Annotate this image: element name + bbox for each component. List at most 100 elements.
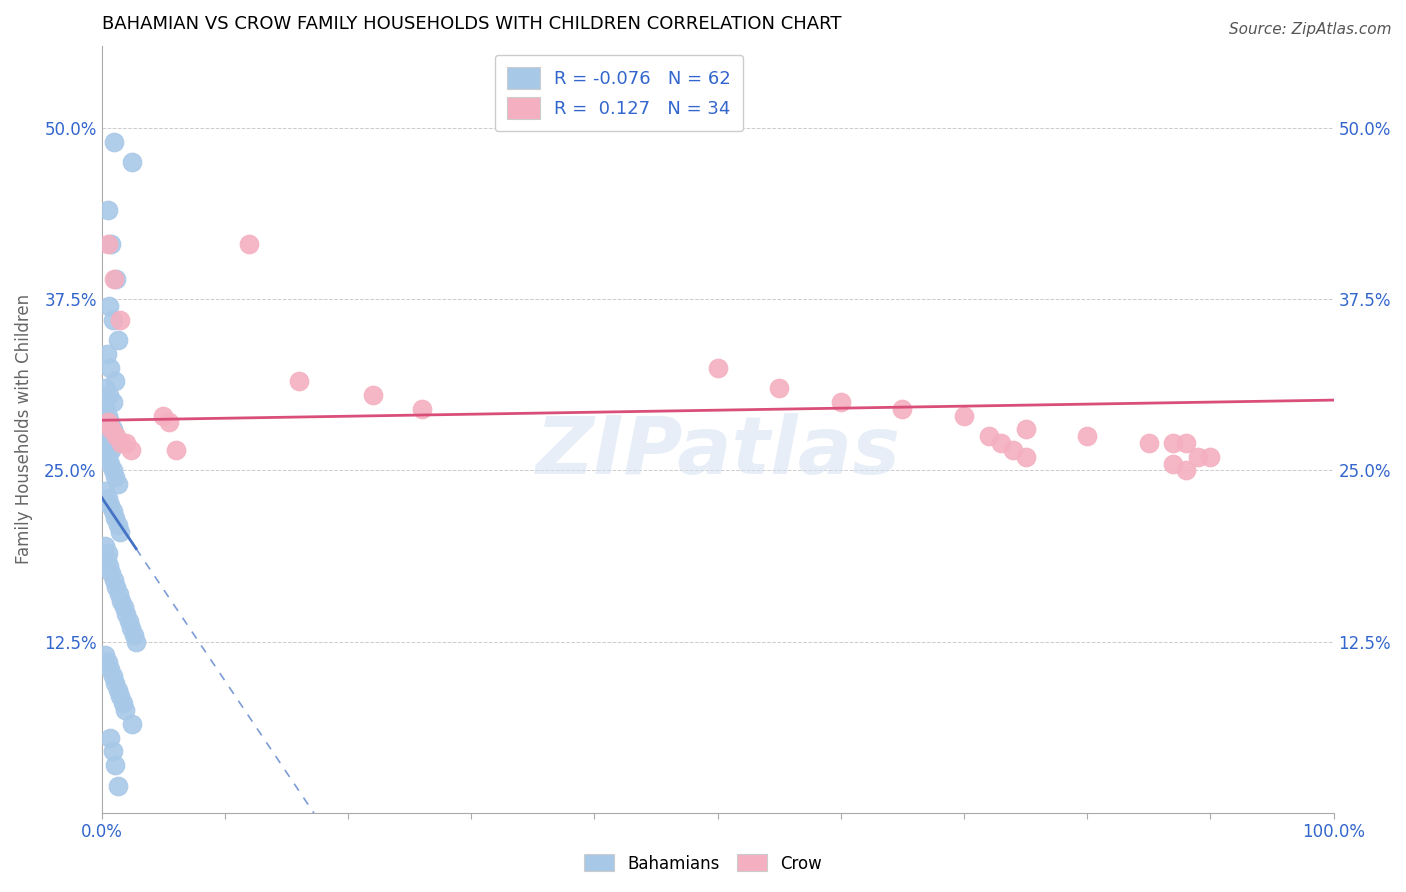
Point <box>101 669 124 683</box>
Point <box>108 312 131 326</box>
Point <box>121 716 143 731</box>
Point <box>97 416 120 430</box>
Point <box>121 155 143 169</box>
Point <box>98 559 121 574</box>
Point <box>125 634 148 648</box>
Point <box>100 237 122 252</box>
Point <box>101 504 124 518</box>
Point <box>1163 436 1185 450</box>
Point <box>108 690 131 704</box>
Point <box>1163 457 1185 471</box>
Point <box>101 312 124 326</box>
Point <box>98 299 121 313</box>
Point <box>94 483 117 498</box>
Point <box>96 347 118 361</box>
Point <box>361 388 384 402</box>
Point <box>110 436 132 450</box>
Point <box>1014 422 1036 436</box>
Point <box>411 401 433 416</box>
Point <box>107 333 129 347</box>
Point <box>120 442 142 457</box>
Point <box>238 237 260 252</box>
Point <box>103 573 125 587</box>
Point <box>1174 463 1197 477</box>
Point <box>98 360 121 375</box>
Point <box>94 648 117 663</box>
Point <box>104 470 127 484</box>
Point <box>830 395 852 409</box>
Point <box>96 429 118 443</box>
Text: ZIPatlas: ZIPatlas <box>536 413 900 491</box>
Point <box>97 237 120 252</box>
Point <box>98 388 121 402</box>
Point <box>94 401 117 416</box>
Point <box>100 422 122 436</box>
Point <box>706 360 728 375</box>
Point <box>953 409 976 423</box>
Point <box>98 416 121 430</box>
Point <box>100 566 122 581</box>
Point <box>1076 429 1098 443</box>
Point <box>104 675 127 690</box>
Point <box>111 696 134 710</box>
Point <box>105 429 128 443</box>
Point <box>1002 442 1025 457</box>
Point <box>103 271 125 285</box>
Point <box>97 545 120 559</box>
Point <box>165 442 187 457</box>
Point <box>1187 450 1209 464</box>
Point <box>1014 450 1036 464</box>
Point <box>94 381 117 395</box>
Point <box>891 401 914 416</box>
Point <box>98 662 121 676</box>
Point <box>122 628 145 642</box>
Point <box>97 450 120 464</box>
Point <box>101 395 124 409</box>
Point <box>107 779 129 793</box>
Point <box>97 203 120 218</box>
Point <box>110 593 132 607</box>
Point <box>157 416 180 430</box>
Point <box>287 375 309 389</box>
Point <box>98 457 121 471</box>
Text: BAHAMIAN VS CROW FAMILY HOUSEHOLDS WITH CHILDREN CORRELATION CHART: BAHAMIAN VS CROW FAMILY HOUSEHOLDS WITH … <box>101 15 841 33</box>
Text: Source: ZipAtlas.com: Source: ZipAtlas.com <box>1229 22 1392 37</box>
Point <box>115 607 138 622</box>
Point <box>101 744 124 758</box>
Point <box>108 587 131 601</box>
Legend: Bahamians, Crow: Bahamians, Crow <box>578 847 828 880</box>
Point <box>100 442 122 457</box>
Point <box>98 498 121 512</box>
Point <box>1137 436 1160 450</box>
Point <box>768 381 790 395</box>
Point <box>107 518 129 533</box>
Point <box>101 422 124 436</box>
Point <box>1199 450 1222 464</box>
Point <box>104 511 127 525</box>
Point <box>97 491 120 505</box>
Legend: R = -0.076   N = 62, R =  0.127   N = 34: R = -0.076 N = 62, R = 0.127 N = 34 <box>495 54 744 131</box>
Point <box>114 703 136 717</box>
Point <box>112 600 135 615</box>
Point <box>108 524 131 539</box>
Point <box>98 436 121 450</box>
Point <box>107 477 129 491</box>
Point <box>103 135 125 149</box>
Point <box>152 409 174 423</box>
Point <box>98 731 121 745</box>
Point <box>101 463 124 477</box>
Y-axis label: Family Households with Children: Family Households with Children <box>15 294 32 565</box>
Point <box>94 539 117 553</box>
Point <box>96 552 118 566</box>
Point <box>105 271 128 285</box>
Point <box>107 682 129 697</box>
Point <box>1174 436 1197 450</box>
Point <box>97 655 120 669</box>
Point <box>120 621 142 635</box>
Point <box>105 580 128 594</box>
Point <box>977 429 1000 443</box>
Point <box>104 375 127 389</box>
Point <box>118 614 141 628</box>
Point <box>104 758 127 772</box>
Point <box>115 436 138 450</box>
